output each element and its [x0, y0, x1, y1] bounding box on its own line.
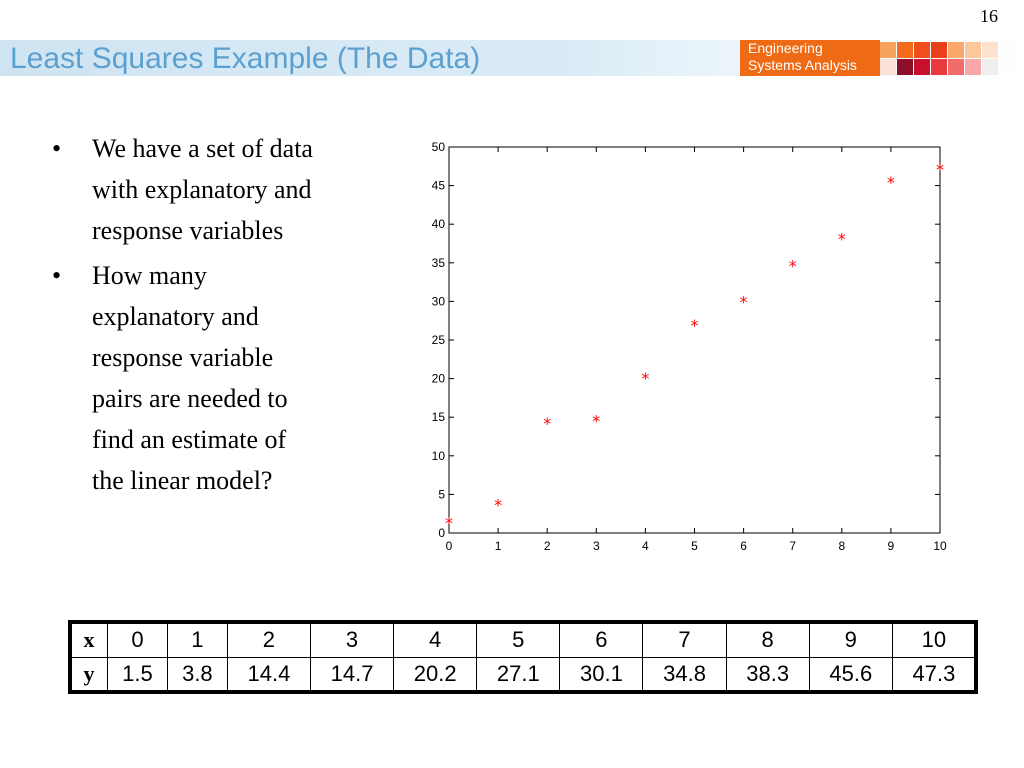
y-tick-label: 10 — [432, 449, 446, 463]
y-tick-label: 35 — [432, 256, 446, 270]
x-tick-label: 6 — [740, 539, 747, 553]
data-point: * — [641, 369, 649, 388]
x-tick-label: 0 — [446, 539, 453, 553]
table-cell: 2 — [226, 622, 311, 658]
data-point: * — [789, 256, 797, 275]
deco-square — [948, 42, 964, 58]
table-cell: 38.3 — [725, 656, 810, 692]
bullet-text: We have a set of data with explanatory a… — [92, 134, 313, 245]
brand-badge: Engineering Systems Analysis — [740, 40, 880, 76]
x-tick-label: 4 — [642, 539, 649, 553]
deco-square — [914, 59, 930, 75]
data-point: * — [740, 293, 748, 312]
y-tick-label: 15 — [432, 410, 446, 424]
y-tick-label: 30 — [432, 294, 446, 308]
data-point: * — [887, 173, 895, 192]
y-tick-label: 5 — [438, 487, 445, 501]
table-cell: 27.1 — [476, 656, 561, 692]
deco-square — [965, 42, 981, 58]
x-tick-label: 1 — [495, 539, 502, 553]
deco-square — [965, 59, 981, 75]
table-cell: 8 — [725, 622, 810, 658]
deco-square — [931, 42, 947, 58]
bullet-list: • We have a set of data with explanatory… — [52, 128, 370, 505]
table-cell: 1 — [166, 622, 228, 658]
deco-square — [897, 42, 913, 58]
y-tick-label: 50 — [432, 140, 446, 154]
slide-number: 16 — [980, 6, 998, 26]
deco-square — [931, 59, 947, 75]
row-header: x — [70, 622, 108, 658]
deco-square — [982, 42, 998, 58]
data-table: x 0 1 2 3 4 5 6 7 8 9 10 y 1.5 3.8 14.4 … — [68, 620, 978, 694]
data-point: * — [838, 229, 846, 248]
y-tick-label: 45 — [432, 179, 446, 193]
deco-square — [914, 42, 930, 58]
table-cell: 45.6 — [808, 656, 893, 692]
table-cell: 14.4 — [226, 656, 311, 692]
data-point: * — [691, 316, 699, 335]
data-point: * — [592, 412, 600, 431]
table-cell: 7 — [642, 622, 727, 658]
x-tick-label: 7 — [789, 539, 796, 553]
x-tick-label: 10 — [933, 539, 947, 553]
table-cell: 47.3 — [891, 656, 977, 692]
y-tick-label: 40 — [432, 217, 446, 231]
table-cell: 3.8 — [166, 656, 228, 692]
deco-square — [880, 42, 896, 58]
bullet-symbol: • — [52, 134, 62, 163]
x-tick-label: 2 — [544, 539, 551, 553]
y-tick-label: 0 — [438, 526, 445, 540]
table-cell: 5 — [476, 622, 561, 658]
table-cell: 6 — [559, 622, 644, 658]
bullet-item: • How many explanatory and response vari… — [52, 255, 370, 501]
table-cell: 10 — [891, 622, 977, 658]
data-point: * — [936, 160, 944, 179]
x-tick-label: 8 — [838, 539, 845, 553]
table-cell: 9 — [808, 622, 893, 658]
table-cell: 14.7 — [309, 656, 395, 692]
table-cell: 0 — [107, 622, 168, 658]
table-cell: 20.2 — [393, 656, 478, 692]
table-cell: 30.1 — [559, 656, 644, 692]
brand-label: Engineering Systems Analysis — [748, 40, 857, 74]
data-point: * — [543, 414, 551, 433]
x-tick-label: 9 — [888, 539, 895, 553]
table-row-x: x 0 1 2 3 4 5 6 7 8 9 10 — [70, 622, 977, 658]
y-tick-label: 20 — [432, 372, 446, 386]
bullet-item: • We have a set of data with explanatory… — [52, 128, 370, 251]
table-row-y: y 1.5 3.8 14.4 14.7 20.2 27.1 30.1 34.8 … — [70, 656, 977, 692]
plot-frame — [448, 146, 941, 534]
table-cell: 3 — [309, 622, 395, 658]
data-point: * — [494, 496, 502, 515]
table-cell: 1.5 — [107, 656, 168, 692]
page-title: Least Squares Example (The Data) — [10, 42, 481, 75]
x-tick-label: 3 — [593, 539, 600, 553]
y-tick-label: 25 — [432, 333, 446, 347]
deco-square — [982, 59, 998, 75]
table-cell: 4 — [393, 622, 478, 658]
deco-square — [948, 59, 964, 75]
deco-square — [880, 59, 896, 75]
deco-square — [897, 59, 913, 75]
row-header: y — [70, 656, 108, 692]
bullet-text: How many explanatory and response variab… — [92, 261, 288, 495]
brand-line-2: Systems Analysis — [748, 57, 857, 73]
x-tick-label: 5 — [691, 539, 698, 553]
table-cell: 34.8 — [642, 656, 727, 692]
brand-line-1: Engineering — [748, 40, 823, 56]
bullet-symbol: • — [52, 261, 62, 290]
data-point: * — [445, 513, 453, 532]
